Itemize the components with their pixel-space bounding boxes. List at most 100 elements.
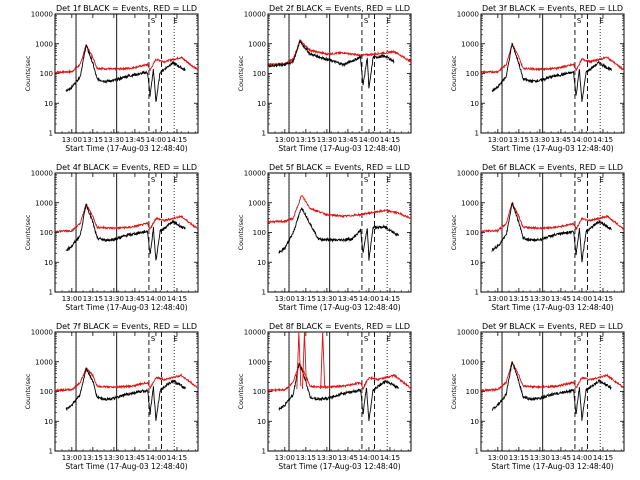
lld-spike — [302, 332, 307, 390]
x-tick-label: 14:15 — [380, 136, 400, 144]
y-tick-label: 100 — [466, 388, 479, 396]
y-tick-label: 1 — [475, 448, 479, 456]
y-tick-label: 10000 — [31, 170, 53, 178]
y-tick-label: 10 — [257, 418, 266, 426]
x-tick-label: 13:30 — [104, 136, 124, 144]
events-series-line — [278, 207, 399, 261]
detector-panel-8: Det 8f BLACK = Events, RED = LLD 1 10 100 10… — [237, 322, 412, 471]
x-tick-label: 14:00 — [146, 136, 166, 144]
x-tick-label: 13:00 — [275, 454, 295, 462]
saa-end-label: E — [173, 17, 177, 25]
y-tick-label: 100 — [466, 229, 479, 237]
x-tick-label: 13:00 — [488, 295, 508, 303]
panel-title: Det 7f BLACK = Events, RED = LLD — [56, 322, 197, 331]
x-tick-label: 14:00 — [359, 136, 379, 144]
panel-title: Det 9f BLACK = Events, RED = LLD — [482, 322, 623, 331]
x-tick-label: 14:15 — [380, 454, 400, 462]
y-tick-label: 10 — [257, 259, 266, 267]
x-tick-label: 13:30 — [530, 295, 550, 303]
y-axis-label: Counts/sec — [237, 214, 245, 250]
x-axis-label: Start Time (17-Aug-03 12:48:40) — [278, 303, 400, 312]
saa-start-label: S — [364, 335, 369, 343]
x-tick-label: 13:45 — [338, 454, 358, 462]
x-tick-label: 13:45 — [551, 454, 571, 462]
y-tick-label: 1 — [49, 130, 53, 138]
x-tick-label: 13:30 — [317, 454, 337, 462]
y-axis-label: Counts/sec — [450, 214, 458, 250]
detector-panel-3: Det 3f BLACK = Events, RED = LLD 1 10 100 10… — [450, 4, 625, 153]
y-tick-label: 100 — [253, 388, 266, 396]
y-tick-label: 1000 — [248, 199, 266, 207]
detector-panel-7: Det 7f BLACK = Events, RED = LLD 1 10 100 10… — [24, 322, 199, 471]
y-tick-label: 100 — [40, 229, 53, 237]
detector-panel-9: Det 9f BLACK = Events, RED = LLD 1 10 100 10… — [450, 322, 625, 471]
y-tick-label: 100 — [40, 388, 53, 396]
y-tick-label: 1000 — [35, 199, 53, 207]
events-series-line — [491, 361, 612, 421]
x-tick-label: 14:00 — [359, 454, 379, 462]
y-tick-label: 10 — [44, 418, 53, 426]
series-group — [268, 194, 411, 261]
x-tick-label: 14:00 — [572, 136, 592, 144]
events-series-line — [65, 44, 186, 102]
y-tick-label: 10 — [470, 100, 479, 108]
saa-start-label: S — [577, 17, 582, 25]
y-tick-label: 10 — [257, 100, 266, 108]
x-tick-label: 13:30 — [104, 454, 124, 462]
x-tick-label: 13:15 — [296, 454, 316, 462]
series-group — [55, 203, 198, 261]
saa-start-label: S — [577, 335, 582, 343]
x-axis-label: Start Time (17-Aug-03 12:48:40) — [278, 144, 400, 153]
x-tick-label: 14:15 — [593, 454, 613, 462]
x-tick-label: 13:15 — [83, 454, 103, 462]
saa-end-label: E — [599, 17, 603, 25]
x-tick-label: 13:45 — [125, 136, 145, 144]
y-axis-label: Counts/sec — [237, 373, 245, 409]
series-group — [481, 201, 624, 263]
x-tick-label: 13:45 — [125, 295, 145, 303]
saa-end-label: E — [599, 176, 603, 184]
y-tick-label: 1 — [49, 448, 53, 456]
x-tick-label: 13:45 — [551, 136, 571, 144]
panel-title: Det 5f BLACK = Events, RED = LLD — [269, 163, 410, 172]
x-tick-label: 13:15 — [509, 295, 529, 303]
x-tick-label: 14:00 — [146, 454, 166, 462]
x-tick-label: 13:15 — [83, 136, 103, 144]
y-tick-label: 1000 — [248, 40, 266, 48]
series-group — [55, 367, 198, 421]
y-tick-label: 10000 — [31, 329, 53, 337]
x-tick-label: 13:00 — [488, 136, 508, 144]
events-series-line — [491, 42, 612, 102]
saa-start-label: S — [151, 335, 156, 343]
x-tick-label: 14:00 — [572, 295, 592, 303]
detector-panel-2: Det 2f BLACK = Events, RED = LLD 1 10 100 10… — [237, 4, 412, 153]
events-series-line — [268, 40, 395, 89]
saa-end-label: E — [386, 17, 390, 25]
saa-end-label: E — [173, 176, 177, 184]
saa-end-label: E — [386, 176, 390, 184]
y-tick-label: 1000 — [461, 199, 479, 207]
x-tick-label: 13:30 — [104, 295, 124, 303]
x-tick-label: 13:15 — [509, 136, 529, 144]
x-axis-label: Start Time (17-Aug-03 12:48:40) — [65, 462, 187, 471]
panel-title: Det 8f BLACK = Events, RED = LLD — [269, 322, 410, 331]
x-axis-label: Start Time (17-Aug-03 12:48:40) — [65, 303, 187, 312]
x-tick-label: 14:15 — [167, 454, 187, 462]
y-tick-label: 10 — [470, 418, 479, 426]
panel-title: Det 4f BLACK = Events, RED = LLD — [56, 163, 197, 172]
x-tick-label: 14:00 — [359, 295, 379, 303]
x-tick-label: 13:00 — [62, 295, 82, 303]
detector-panel-1: Det 1f BLACK = Events, RED = LLD 1 10 100 10… — [24, 4, 199, 153]
x-tick-label: 13:30 — [317, 136, 337, 144]
x-tick-label: 14:15 — [167, 295, 187, 303]
y-tick-label: 1 — [475, 130, 479, 138]
lld-series-line — [55, 367, 198, 393]
y-axis-label: Counts/sec — [24, 55, 32, 91]
lld-spike — [320, 332, 326, 390]
x-axis-label: Start Time (17-Aug-03 12:48:40) — [491, 303, 613, 312]
saa-start-label: S — [577, 176, 582, 184]
y-tick-label: 10000 — [457, 329, 479, 337]
x-tick-label: 13:00 — [62, 136, 82, 144]
y-tick-label: 10000 — [31, 11, 53, 19]
y-tick-label: 100 — [40, 70, 53, 78]
